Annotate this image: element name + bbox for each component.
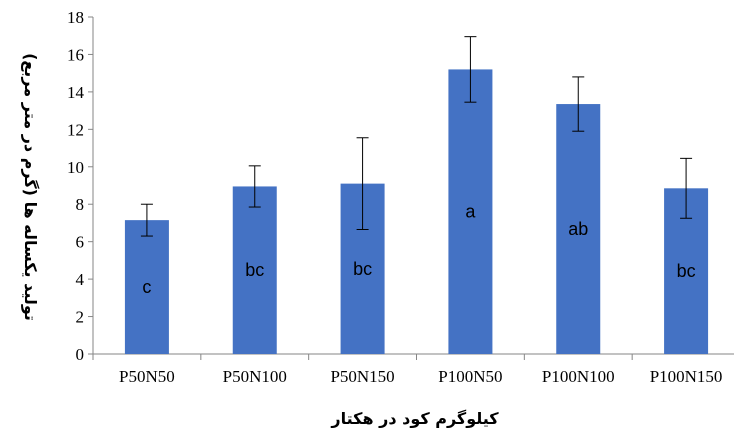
bar-data-label: bc [677,261,696,281]
bar [232,186,277,354]
x-tick-label: P50N100 [223,367,287,386]
bar [556,104,601,354]
y-tick-label: 0 [76,345,85,364]
y-tick-label: 2 [76,308,85,327]
x-tick-label: P50N50 [119,367,175,386]
y-axis-title: تولید یکساله ها (گرم در متر مربع) [21,53,40,321]
bar-data-label: bc [245,260,264,280]
x-axis-title: کیلوگرم کود در هکتار [330,409,499,428]
x-tick-label: P100N50 [438,367,502,386]
y-tick-label: 14 [67,83,85,102]
bar-data-label: c [142,277,151,297]
x-tick-label: P50N150 [330,367,394,386]
y-tick-label: 8 [76,195,85,214]
x-tick-label: P100N100 [542,367,615,386]
bar-data-label: ab [568,219,588,239]
bar [124,220,169,354]
bars [124,69,709,354]
bar [448,69,493,354]
error-bars [140,36,693,237]
y-tick-label: 10 [67,158,84,177]
bar-data-label: a [465,202,476,222]
y-axis: 0 2 4 6 8 10 12 14 16 18 [67,8,94,364]
y-tick-label: 18 [67,8,84,27]
y-tick-label: 12 [67,120,84,139]
y-tick-label: 16 [67,45,84,64]
y-tick-label: 6 [76,233,85,252]
bar-data-label: bc [353,259,372,279]
x-tick-label: P100N150 [650,367,723,386]
x-axis: P50N50 P50N100 P50N150 P100N50 P100N100 P100N… [92,353,734,386]
bar-labels: c bc bc a ab bc [142,202,695,297]
y-tick-label: 4 [76,270,85,289]
